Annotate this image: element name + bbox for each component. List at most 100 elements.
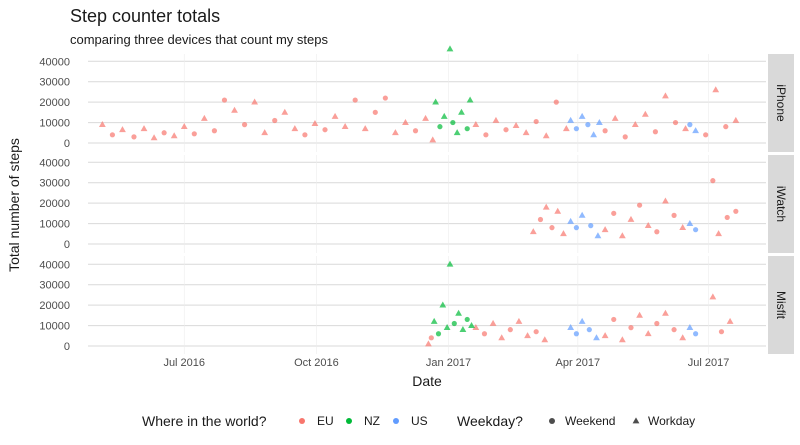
data-point bbox=[382, 95, 388, 101]
data-point bbox=[109, 132, 116, 138]
data-point bbox=[161, 130, 167, 136]
data-point bbox=[554, 207, 562, 214]
data-point bbox=[251, 98, 259, 105]
data-point bbox=[692, 127, 700, 134]
legend-color-key bbox=[393, 418, 399, 424]
data-point bbox=[549, 225, 555, 231]
data-point bbox=[524, 332, 531, 339]
data-point bbox=[170, 132, 178, 139]
data-point bbox=[241, 122, 248, 128]
data-point bbox=[715, 230, 722, 237]
legend-color-key bbox=[346, 418, 352, 424]
facet-strip bbox=[768, 155, 794, 253]
data-point bbox=[724, 214, 730, 221]
facet-strip bbox=[768, 256, 794, 354]
data-point bbox=[723, 124, 729, 130]
data-point bbox=[435, 331, 442, 337]
y-tick-label: 20000 bbox=[39, 198, 70, 210]
data-point bbox=[453, 129, 461, 136]
x-tick-label: Oct 2016 bbox=[294, 357, 339, 369]
legend-workday-key bbox=[632, 417, 640, 424]
data-point bbox=[443, 324, 451, 331]
data-point bbox=[450, 119, 456, 126]
data-point bbox=[601, 226, 609, 233]
data-point bbox=[710, 178, 716, 184]
data-point bbox=[578, 112, 586, 119]
data-point bbox=[466, 96, 474, 103]
data-point bbox=[679, 224, 687, 231]
y-tick-label: 30000 bbox=[39, 178, 70, 190]
data-point bbox=[654, 229, 660, 235]
data-point bbox=[430, 317, 438, 324]
data-point bbox=[718, 329, 725, 335]
legend-color-label: NZ bbox=[364, 414, 380, 428]
data-point bbox=[391, 129, 399, 136]
data-point bbox=[302, 132, 308, 138]
facet-strip bbox=[768, 54, 794, 152]
data-point bbox=[483, 132, 489, 138]
data-point bbox=[618, 336, 626, 343]
data-point bbox=[687, 122, 693, 128]
facet-label: iWatch bbox=[774, 186, 788, 222]
data-point bbox=[537, 216, 544, 223]
data-point bbox=[515, 317, 523, 324]
data-point bbox=[686, 219, 694, 226]
data-point bbox=[588, 223, 594, 229]
data-point bbox=[119, 126, 126, 133]
data-point bbox=[439, 301, 447, 308]
data-point bbox=[573, 331, 579, 337]
data-point bbox=[481, 331, 488, 337]
data-point bbox=[221, 97, 228, 103]
data-point bbox=[211, 128, 218, 134]
y-tick-label: 10000 bbox=[39, 321, 70, 333]
y-tick-label: 20000 bbox=[39, 97, 70, 109]
x-axis-label: Date bbox=[412, 373, 442, 389]
data-point bbox=[446, 45, 454, 52]
data-point bbox=[585, 122, 591, 128]
data-point bbox=[553, 99, 559, 105]
data-point bbox=[611, 316, 617, 323]
data-point bbox=[402, 118, 409, 125]
data-point bbox=[594, 232, 602, 239]
data-point bbox=[679, 334, 687, 341]
data-point bbox=[627, 215, 635, 222]
data-point bbox=[311, 119, 319, 126]
legend-shape-label: Workday bbox=[648, 414, 695, 428]
data-point bbox=[180, 123, 188, 130]
data-point bbox=[472, 121, 480, 128]
y-tick-label: 40000 bbox=[39, 56, 70, 68]
x-tick-label: Apr 2017 bbox=[555, 357, 600, 369]
data-point bbox=[590, 131, 598, 138]
data-point bbox=[533, 118, 539, 125]
data-point bbox=[662, 92, 669, 99]
data-point bbox=[686, 324, 694, 331]
data-point bbox=[191, 131, 197, 137]
data-point bbox=[662, 197, 669, 204]
legend-color-title: Where in the world? bbox=[142, 413, 267, 429]
data-point bbox=[492, 116, 500, 123]
data-point bbox=[437, 124, 443, 130]
x-tick-label: Jul 2016 bbox=[163, 357, 205, 369]
data-point bbox=[261, 129, 269, 136]
data-point bbox=[693, 331, 699, 337]
y-tick-label: 10000 bbox=[39, 219, 70, 231]
data-point bbox=[732, 116, 740, 123]
data-point bbox=[372, 109, 378, 115]
data-point bbox=[573, 225, 579, 231]
data-point bbox=[272, 117, 278, 124]
data-point bbox=[652, 129, 658, 135]
y-axis-label: Total number of steps bbox=[6, 138, 22, 272]
data-point bbox=[331, 112, 339, 119]
y-tick-label: 40000 bbox=[39, 157, 70, 169]
y-tick-label: 10000 bbox=[39, 118, 70, 130]
data-point bbox=[672, 119, 679, 126]
data-point bbox=[440, 112, 448, 119]
data-point bbox=[573, 126, 579, 132]
y-tick-label: 0 bbox=[64, 341, 70, 353]
data-point bbox=[682, 125, 689, 132]
data-point bbox=[542, 132, 550, 139]
data-point bbox=[602, 128, 608, 134]
data-point bbox=[468, 321, 475, 328]
data-point bbox=[654, 320, 660, 327]
